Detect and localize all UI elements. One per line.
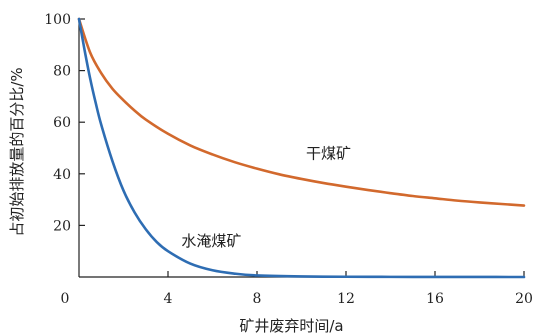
x-tick-label: 4 [164, 291, 173, 307]
x-tick-label: 20 [515, 291, 533, 307]
labels-layer: 0 4 8 12 16 20 20 40 60 80 100 矿井废弃时间/a 占初始排放量的百分比/%… [8, 12, 533, 335]
x-tick-label: 12 [337, 291, 355, 307]
x-axis-title: 矿井废弃时间/a [239, 317, 343, 335]
series-line-flooded-mine [77, 17, 526, 279]
y-tick-label: 100 [44, 12, 71, 28]
y-tick-label: 40 [53, 167, 71, 183]
series-line-dry-mine [77, 17, 526, 207]
y-tick-label: 80 [53, 64, 71, 80]
series-layer [77, 17, 526, 279]
x-tick-label: 8 [253, 291, 262, 307]
series-annotation-dry-mine: 干煤矿 [306, 144, 351, 162]
axes [78, 18, 525, 278]
y-tick-label: 60 [53, 115, 71, 131]
series-annotation-flooded-mine: 水淹煤矿 [181, 232, 241, 250]
y-tick-label: 20 [53, 218, 71, 234]
y-axis-title: 占初始排放量的百分比/% [8, 67, 26, 236]
x-tick-label: 16 [426, 291, 444, 307]
x-tick-label: 0 [61, 291, 70, 307]
